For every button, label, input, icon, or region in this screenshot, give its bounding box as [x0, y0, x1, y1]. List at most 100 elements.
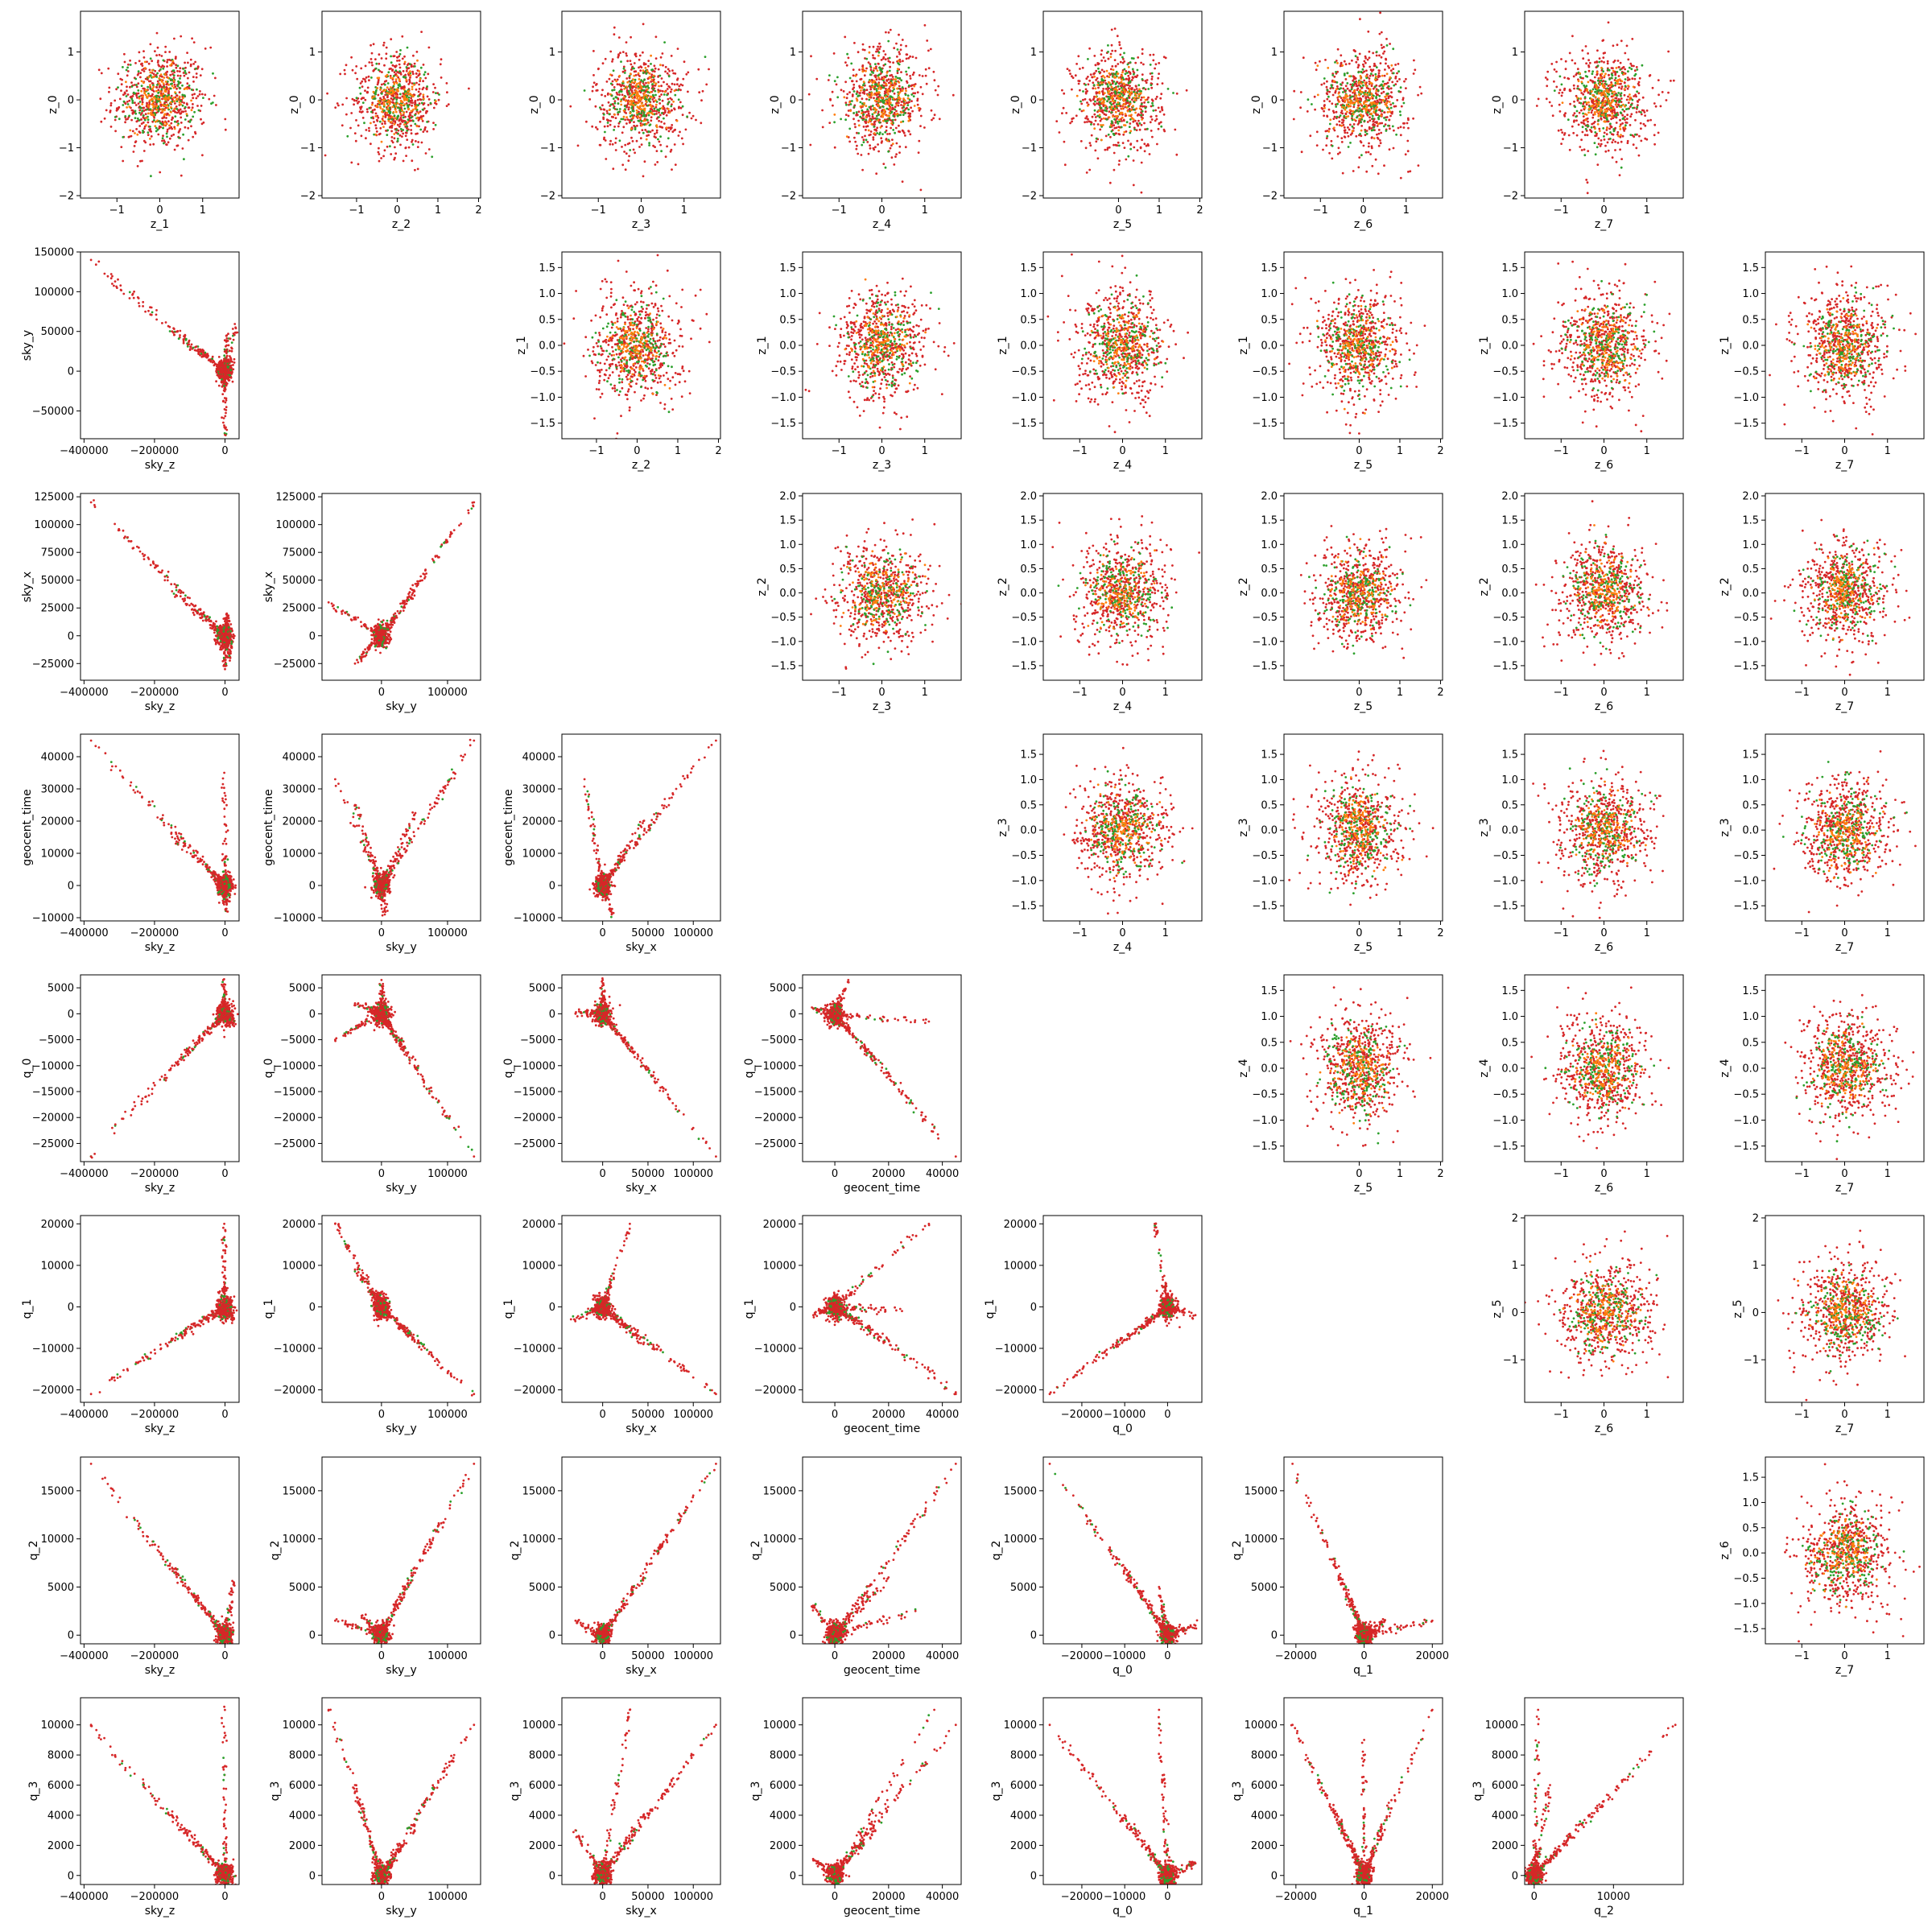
- scatter-point: [1152, 53, 1155, 56]
- scatter-point: [429, 101, 432, 105]
- scatter-point: [403, 95, 407, 98]
- scatter-point: [658, 111, 660, 114]
- scatter-point: [1102, 117, 1105, 120]
- scatter-point: [900, 111, 903, 114]
- scatter-point: [1082, 109, 1085, 112]
- scatter-point: [363, 122, 365, 125]
- scatter-point: [1323, 82, 1326, 85]
- scatter-point: [640, 120, 643, 122]
- scatter-point: [374, 124, 378, 127]
- scatter-point: [1380, 56, 1383, 59]
- scatter-point: [1334, 89, 1337, 93]
- scatter-point: [417, 119, 420, 122]
- scatter-point: [877, 45, 879, 48]
- scatter-point: [134, 77, 138, 80]
- scatter-point: [427, 98, 431, 101]
- scatter-point: [139, 159, 142, 163]
- scatter-point: [1104, 60, 1107, 63]
- scatter-point: [1348, 123, 1352, 126]
- scatter-point: [657, 90, 660, 93]
- scatter-point: [155, 89, 158, 93]
- scatter-point: [1393, 129, 1395, 132]
- scatter-point: [1313, 95, 1316, 98]
- scatter-point: [1086, 121, 1088, 123]
- scatter-point: [876, 47, 878, 51]
- scatter-point: [1373, 124, 1377, 126]
- scatter-point: [620, 103, 623, 106]
- scatter-point: [882, 81, 886, 84]
- scatter-point: [932, 117, 935, 120]
- scatter-point: [833, 114, 836, 116]
- scatter-point: [147, 118, 150, 122]
- scatter-point: [1323, 100, 1326, 102]
- scatter-point: [1326, 80, 1328, 83]
- scatter-point: [1118, 88, 1121, 90]
- scatter-point: [108, 86, 111, 89]
- scatter-point: [645, 93, 648, 97]
- scatter-point: [168, 58, 171, 61]
- scatter-point: [143, 118, 147, 122]
- scatter-point: [1143, 122, 1146, 125]
- scatter-point: [910, 88, 914, 90]
- scatter-point: [673, 83, 676, 86]
- scatter-point: [873, 80, 876, 83]
- scatter-point: [1100, 138, 1103, 142]
- scatter-point: [1380, 131, 1383, 134]
- scatter-point: [1386, 86, 1389, 89]
- scatter-point: [1362, 63, 1364, 66]
- scatter-point: [655, 124, 658, 127]
- scatter-point: [427, 72, 430, 76]
- scatter-point: [134, 62, 137, 64]
- scatter-point: [150, 135, 153, 138]
- scatter-point: [1357, 101, 1360, 105]
- scatter-point: [1139, 92, 1142, 95]
- scatter-point: [1339, 64, 1342, 68]
- scatter-point: [644, 102, 647, 105]
- scatter-point: [651, 87, 654, 90]
- scatter-point: [1133, 146, 1136, 149]
- scatter-point: [641, 105, 644, 107]
- scatter-point: [386, 100, 390, 103]
- scatter-point: [848, 91, 851, 94]
- scatter-point: [139, 72, 142, 74]
- scatter-point: [1351, 125, 1354, 128]
- scatter-point: [129, 59, 132, 62]
- scatter-point: [1377, 114, 1379, 117]
- scatter-point: [1392, 47, 1395, 51]
- scatter-point: [1321, 107, 1324, 110]
- scatter-point: [652, 144, 654, 147]
- scatter-point: [1144, 80, 1147, 82]
- scatter-point: [681, 105, 684, 108]
- scatter-point: [1114, 91, 1117, 93]
- scatter-point: [152, 114, 155, 117]
- scatter-point: [427, 148, 431, 151]
- scatter-point: [840, 118, 842, 121]
- scatter-point: [1151, 135, 1154, 138]
- scatter-point: [855, 97, 858, 100]
- scatter-point: [1372, 120, 1375, 123]
- scatter-point: [831, 90, 834, 93]
- scatter-point: [897, 91, 900, 94]
- scatter-point: [919, 114, 923, 118]
- scatter-point: [172, 69, 175, 72]
- scatter-point: [1079, 89, 1081, 92]
- scatter-point: [386, 105, 390, 108]
- scatter-point: [1388, 118, 1391, 122]
- scatter-point: [403, 63, 406, 65]
- scatter-point: [688, 111, 691, 114]
- scatter-point: [836, 96, 840, 99]
- scatter-point: [1108, 96, 1110, 98]
- scatter-point: [871, 115, 874, 118]
- scatter-point: [359, 82, 362, 85]
- scatter-point: [865, 89, 869, 92]
- scatter-point: [630, 63, 633, 66]
- scatter-point: [146, 95, 148, 98]
- scatter-point: [672, 72, 675, 75]
- scatter-point: [1350, 99, 1352, 102]
- scatter-point: [1374, 110, 1377, 113]
- scatter-point: [936, 93, 939, 97]
- scatter-point: [378, 159, 381, 163]
- scatter-point: [124, 121, 127, 124]
- scatter-point: [1376, 105, 1379, 109]
- scatter-point: [155, 101, 159, 104]
